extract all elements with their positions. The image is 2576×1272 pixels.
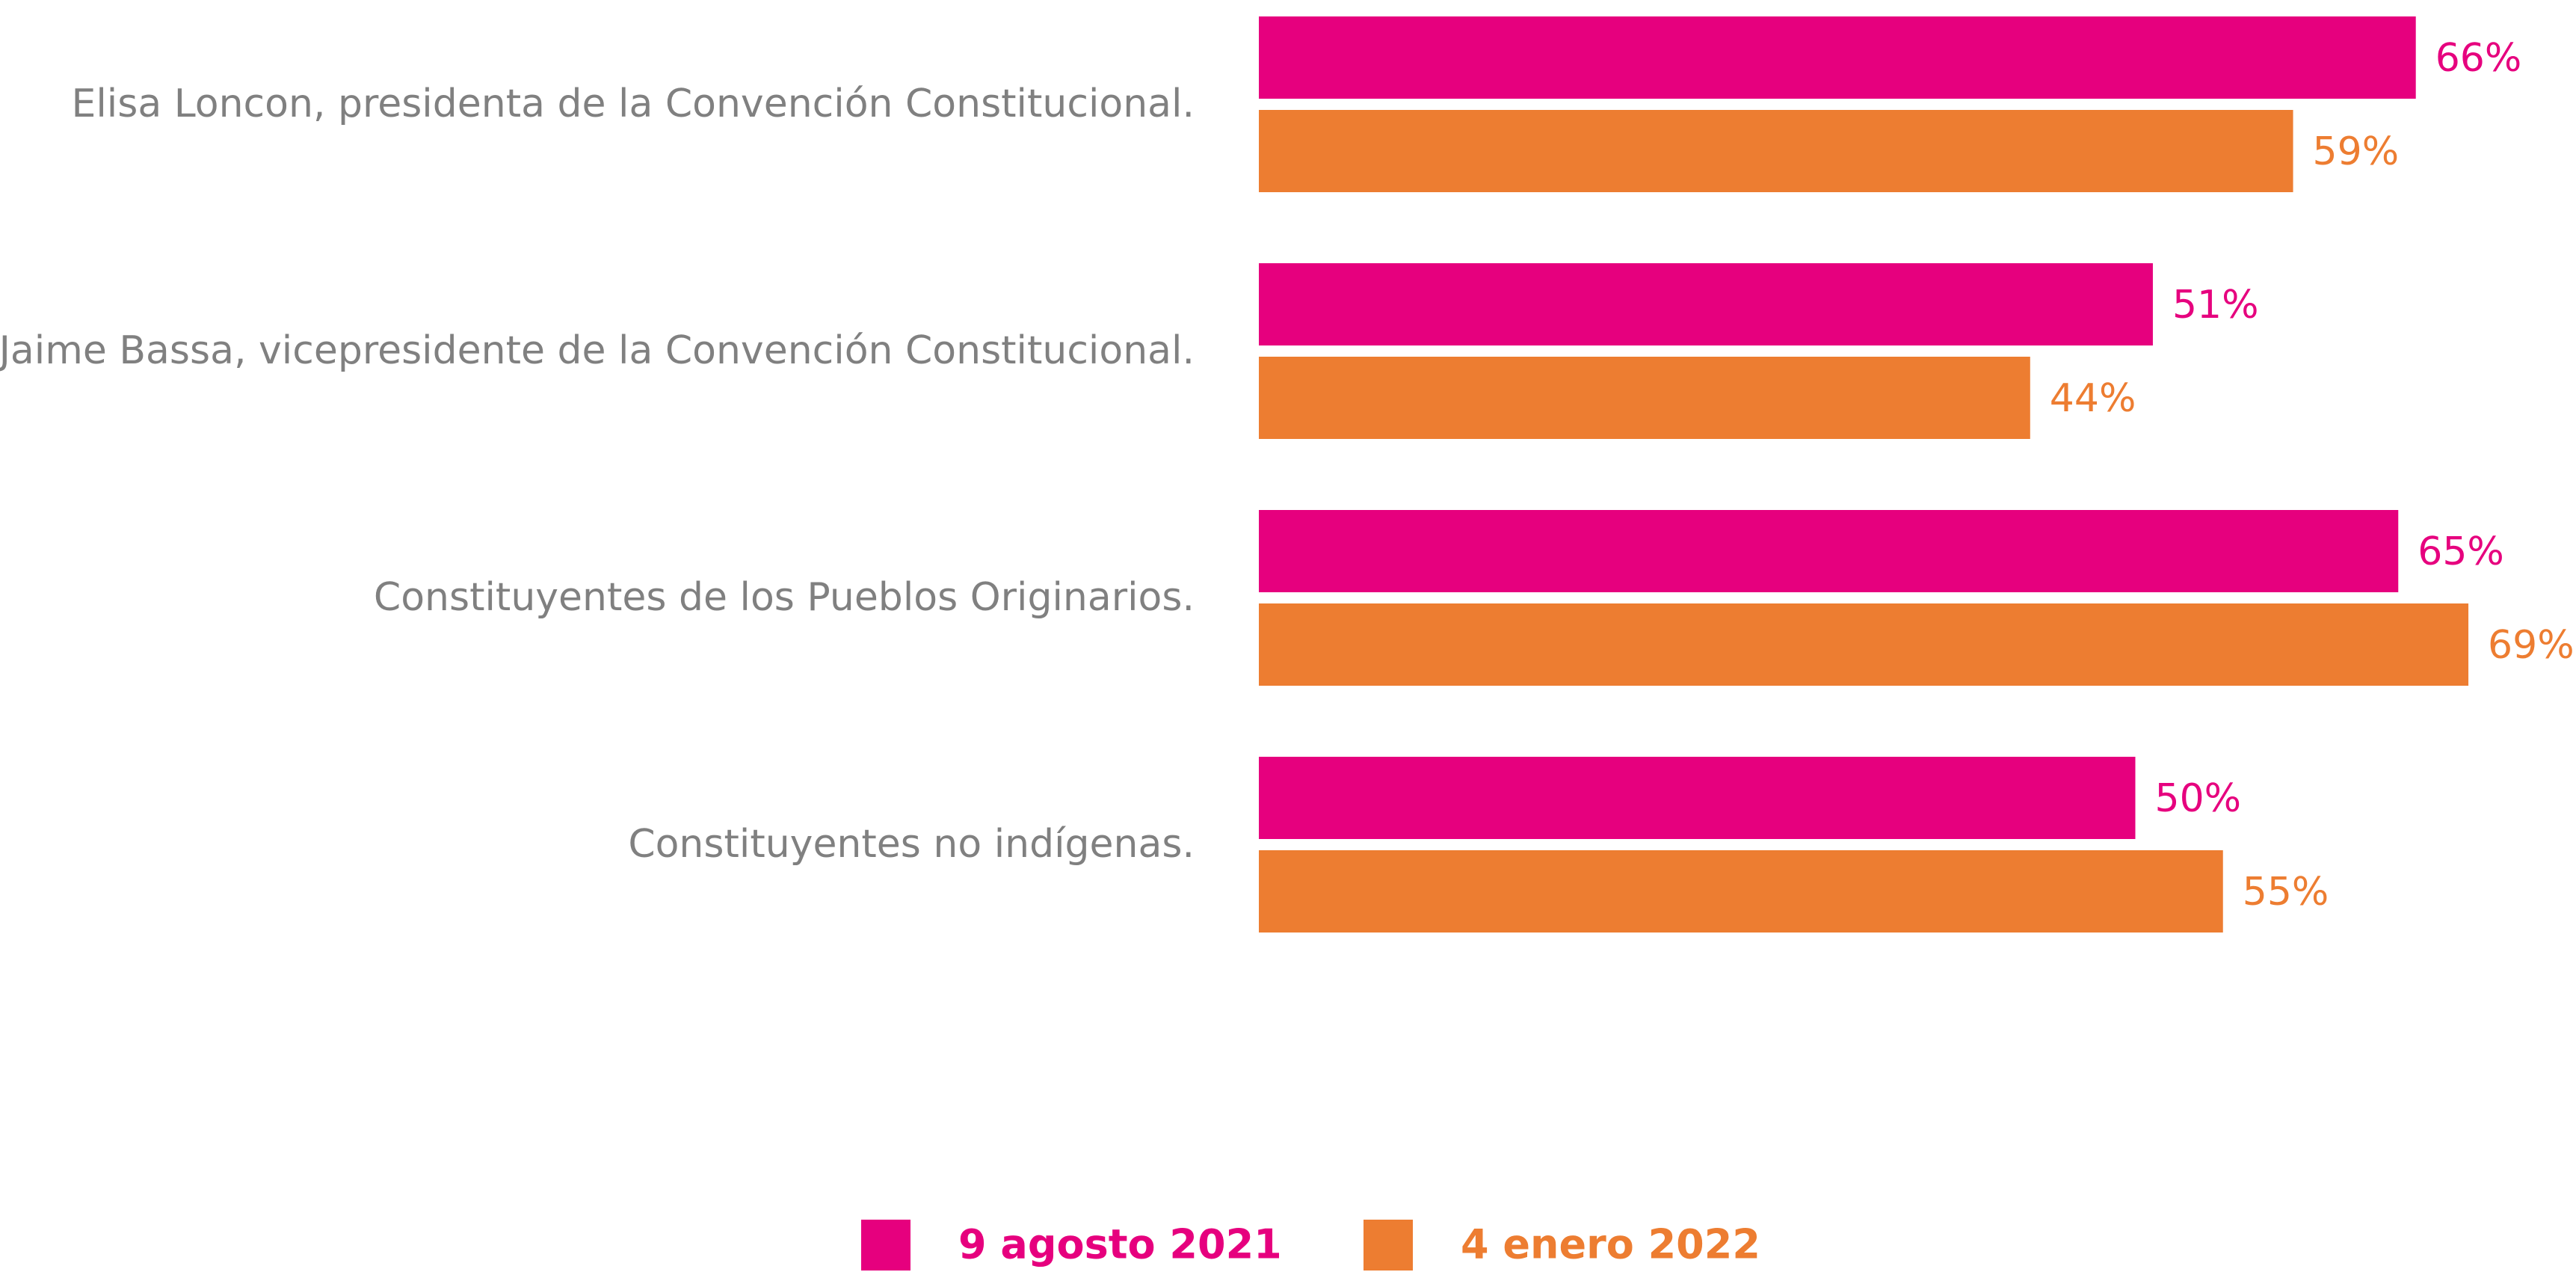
bar [1259,263,2153,345]
legend-label: 4 enero 2022 [1461,1221,1760,1268]
legend-swatch [1364,1220,1413,1271]
value-label: 66% [2435,36,2522,81]
bar [1259,757,2136,839]
category-label: Constituyentes no indígenas. [628,822,1195,867]
value-label: 51% [2172,283,2259,328]
legend-label: 9 agosto 2021 [958,1221,1282,1268]
category-label: Elisa Loncon, presidenta de la Convenció… [71,82,1195,126]
category-label: Constituyentes de los Pueblos Originario… [374,575,1195,620]
bar [1259,357,2030,439]
value-label: 59% [2313,129,2400,174]
value-label: 55% [2243,870,2329,915]
bar [1259,16,2416,99]
value-label: 69% [2488,623,2575,668]
value-label: 50% [2155,776,2242,821]
legend-swatch [861,1220,910,1271]
bar [1259,510,2399,592]
category-label: Jaime Bassa, vicepresidente de la Conven… [0,328,1195,373]
bar [1259,110,2293,192]
bar [1259,850,2223,933]
value-label: 65% [2418,529,2504,574]
bar [1259,603,2469,686]
value-label: 44% [2050,376,2136,421]
